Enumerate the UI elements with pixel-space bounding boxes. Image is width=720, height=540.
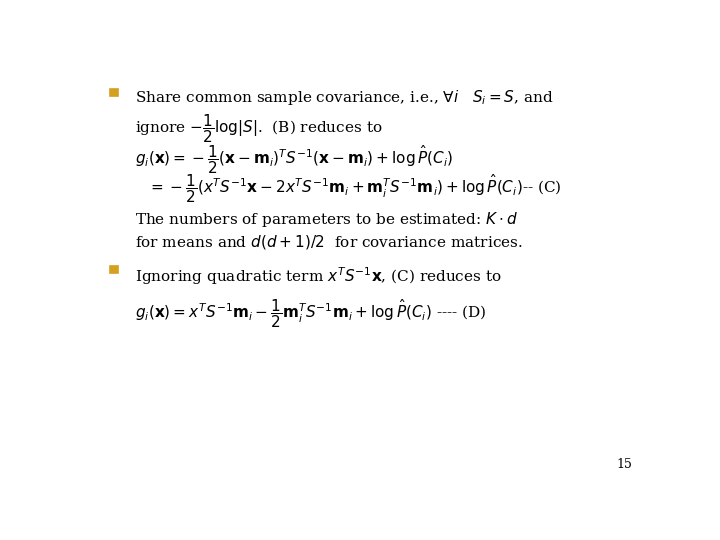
Text: 15: 15 xyxy=(616,458,632,471)
Text: Ignoring quadratic term $x^T S^{-1}\mathbf{x}$, (C) reduces to: Ignoring quadratic term $x^T S^{-1}\math… xyxy=(135,265,502,287)
Text: Share common sample covariance, i.e., $\forall i$   $S_i = S$, and: Share common sample covariance, i.e., $\… xyxy=(135,88,554,107)
Text: ignore $-\dfrac{1}{2}\log|S|$.  (B) reduces to: ignore $-\dfrac{1}{2}\log|S|$. (B) reduc… xyxy=(135,112,382,145)
Text: The numbers of parameters to be estimated: $K \cdot d$: The numbers of parameters to be estimate… xyxy=(135,210,518,228)
FancyBboxPatch shape xyxy=(110,89,118,96)
Text: $g_i(\mathbf{x})=-\dfrac{1}{2}(\mathbf{x}-\mathbf{m}_i)^T S^{-1}(\mathbf{x}-\mat: $g_i(\mathbf{x})=-\dfrac{1}{2}(\mathbf{x… xyxy=(135,143,453,176)
Text: $=-\dfrac{1}{2}(x^T S^{-1}\mathbf{x}-2x^T S^{-1}\mathbf{m}_i+\mathbf{m}_i^T S^{-: $=-\dfrac{1}{2}(x^T S^{-1}\mathbf{x}-2x^… xyxy=(148,173,562,205)
Text: $g_i(\mathbf{x})=x^T S^{-1}\mathbf{m}_i-\dfrac{1}{2}\mathbf{m}_i^T S^{-1}\mathbf: $g_i(\mathbf{x})=x^T S^{-1}\mathbf{m}_i-… xyxy=(135,298,487,330)
FancyBboxPatch shape xyxy=(110,266,118,273)
Text: for means and $d(d+1)/2$  for covariance matrices.: for means and $d(d+1)/2$ for covariance … xyxy=(135,233,523,251)
